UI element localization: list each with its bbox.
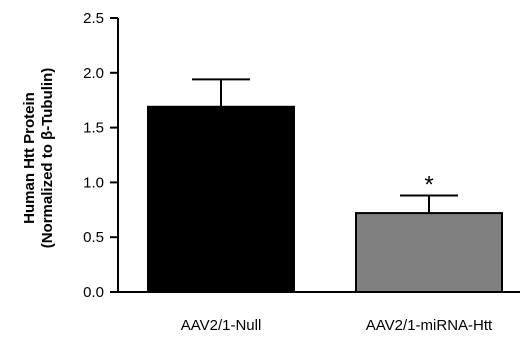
plot-area: 0.0 0.5 1.0 1.5 2.0 2.5 AAV2/1-Null AAV2/1-miRN… [83,10,520,334]
x-tick-label: AAV2/1-Null [181,317,262,334]
y-tick-label: 1.5 [83,120,104,137]
x-tick-label: AAV2/1-miRNA-Htt [366,317,493,334]
bar [147,105,295,293]
bar [355,212,503,293]
y-tick-label: 0.5 [83,229,104,246]
y-axis-title-line1: Human Htt Protein [21,92,38,224]
significance-annotation: * [424,172,433,199]
y-axis-title: Human Htt Protein (Normalized to β-Tubul… [21,68,56,249]
y-tick-label: 2.5 [83,10,104,27]
y-tick-label: 1.0 [83,174,104,191]
y-axis-title-line2: (Normalized to β-Tubulin) [39,68,56,249]
y-tick-label: 0.0 [83,284,104,301]
y-tick-label: 2.0 [83,65,104,82]
